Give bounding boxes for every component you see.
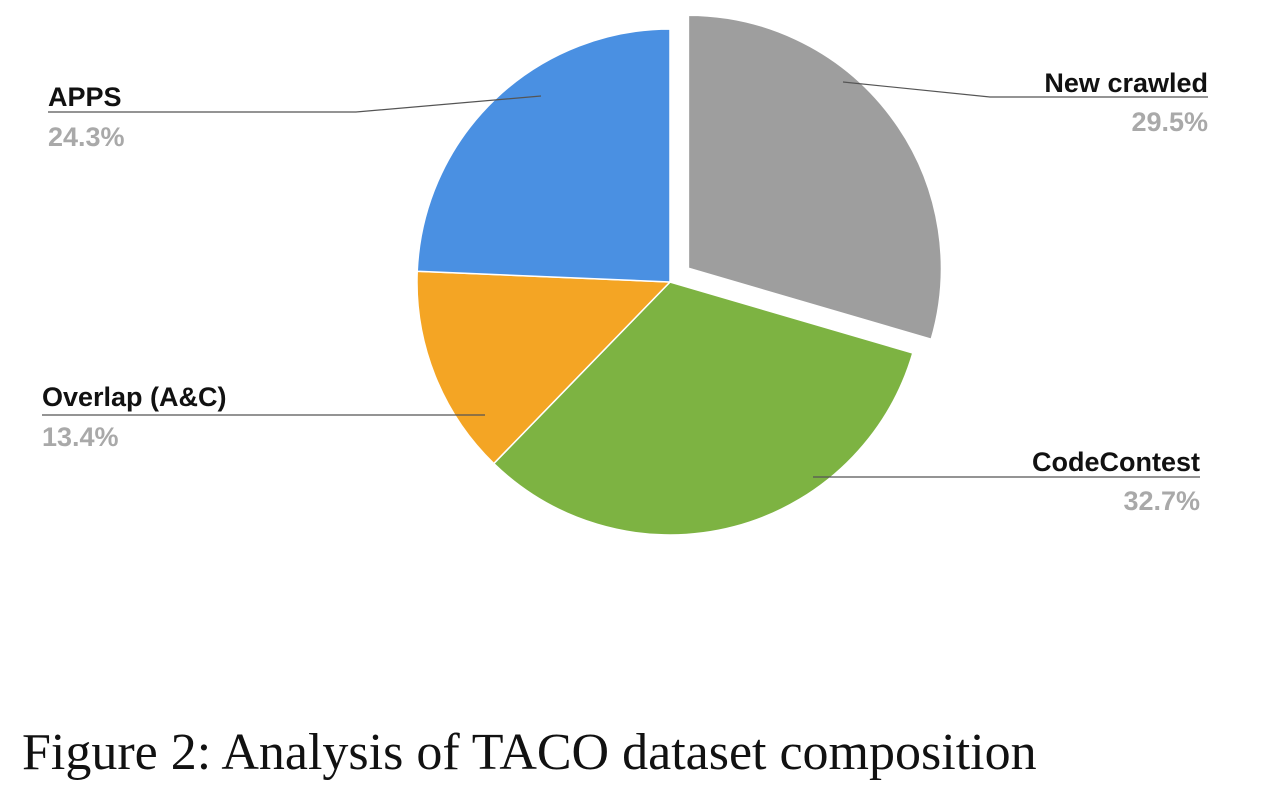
slice-percent-codecontest: 32.7% bbox=[1123, 486, 1200, 516]
leader-line-apps bbox=[48, 95, 542, 113]
slice-label-overlap-a-c: Overlap (A&C) bbox=[42, 382, 227, 412]
slice-labels: New crawled 29.5% CodeContest 32.7% Overlap … bbox=[42, 68, 1208, 516]
pie-slice-apps bbox=[416, 28, 671, 283]
slice-label-codecontest: CodeContest bbox=[1032, 447, 1200, 477]
pie-chart-figure: New crawled 29.5% CodeContest 32.7% Overlap … bbox=[42, 14, 1208, 536]
pie-slice-codecontest bbox=[492, 281, 914, 536]
leader-line-new-crawled bbox=[842, 81, 1208, 98]
slice-label-apps: APPS bbox=[48, 82, 122, 112]
leader-lines bbox=[42, 81, 1208, 478]
pie-slice-new-crawled bbox=[687, 14, 943, 341]
slice-percent-new-crawled: 29.5% bbox=[1131, 107, 1208, 137]
pie-slices bbox=[416, 14, 943, 536]
figure-caption: Figure 2: Analysis of TACO dataset compo… bbox=[22, 724, 1037, 781]
slice-label-new-crawled: New crawled bbox=[1044, 68, 1208, 98]
pie-chart: New crawled 29.5% CodeContest 32.7% Overlap … bbox=[42, 14, 1208, 536]
slice-percent-overlap-a-c: 13.4% bbox=[42, 422, 119, 452]
slice-percent-apps: 24.3% bbox=[48, 122, 125, 152]
